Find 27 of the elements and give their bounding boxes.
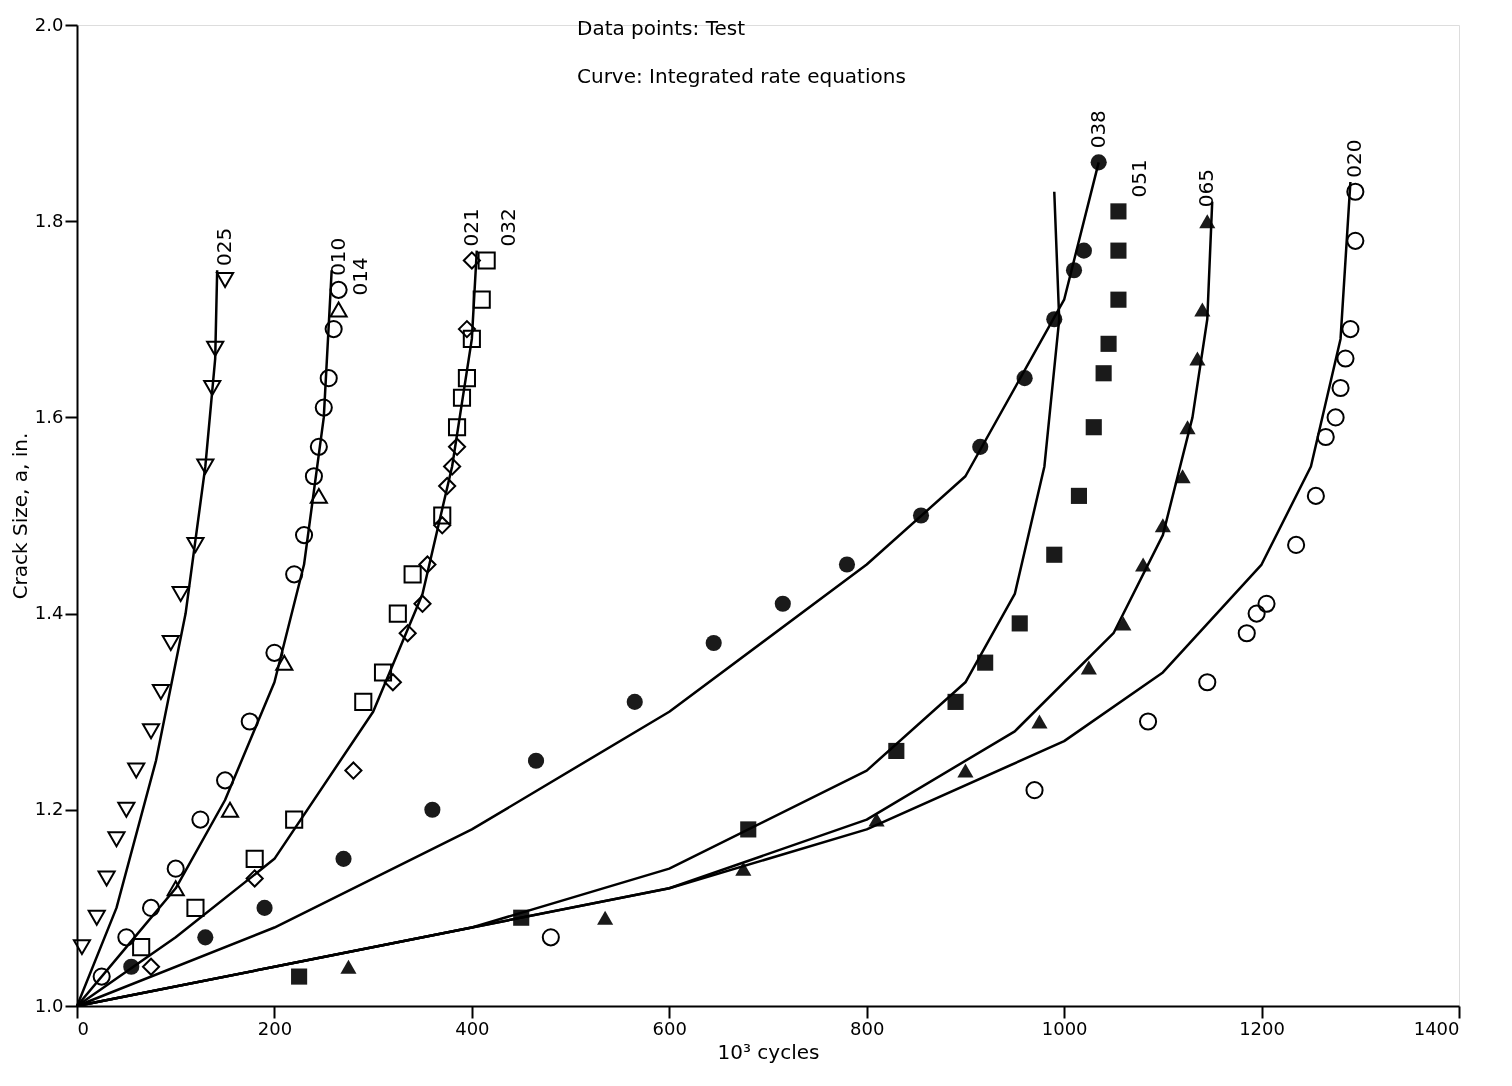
text: 025 (212, 227, 237, 267)
x-tick-label: 400 (455, 1017, 490, 1039)
text: 020 (1342, 139, 1367, 178)
x-axis-title: 10³ cycles (717, 1039, 820, 1064)
x-tick-label: 1400 (1413, 1017, 1460, 1039)
annotation: Curve: Integrated rate equations (577, 64, 906, 88)
text: 065 (1194, 169, 1219, 208)
text: 014 (347, 257, 372, 296)
x-tick-label: 1200 (1239, 1017, 1285, 1039)
x-tick-label: 1000 (1041, 1017, 1088, 1039)
text: 038 (1085, 110, 1110, 149)
x-tick-label: 600 (652, 1017, 687, 1039)
text: 032 (495, 208, 520, 247)
text: 051 (1127, 159, 1152, 198)
annotation: Data points: Test (577, 16, 746, 40)
y-tick-label: 1.6 (34, 405, 64, 427)
y-tick-label: 1.4 (34, 602, 64, 624)
y-tick-label: 1.0 (34, 994, 64, 1016)
text: 021 (458, 208, 483, 247)
x-tick-label: 200 (257, 1017, 293, 1039)
x-tick-label: 800 (850, 1017, 885, 1039)
text: 010 (325, 237, 350, 276)
y-axis-title: Crack Size, a, in. (7, 432, 32, 600)
y-tick-label: 1.8 (34, 209, 64, 231)
y-tick-label: 1.2 (34, 798, 64, 820)
x-tick-label: 0 (77, 1017, 89, 1039)
y-tick-label: 2.0 (34, 13, 64, 35)
